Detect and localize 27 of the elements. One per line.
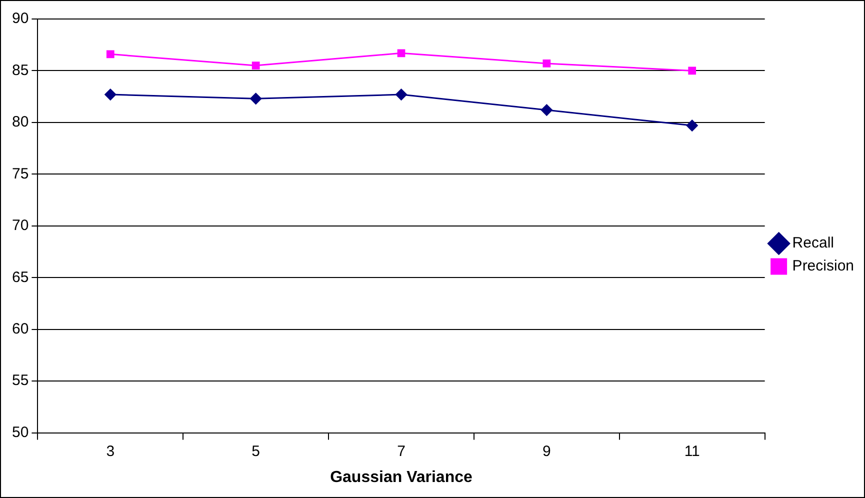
point xyxy=(250,92,262,104)
y-tick-label: 80 xyxy=(12,114,29,131)
point xyxy=(686,120,698,132)
y-tick-label: 85 xyxy=(12,62,29,79)
legend-label: Recall xyxy=(792,234,834,252)
x-tick-label: 7 xyxy=(397,442,406,460)
point xyxy=(104,88,116,100)
y-tick-label: 70 xyxy=(12,217,29,234)
y-tick-label: 60 xyxy=(12,320,29,338)
y-tick-label: 50 xyxy=(12,424,29,441)
x-tick-label: 5 xyxy=(252,442,260,460)
point xyxy=(106,50,114,58)
point xyxy=(540,104,552,116)
y-tick-label: 65 xyxy=(12,268,29,286)
x-tick-label: 9 xyxy=(542,442,551,460)
x-axis-title: Gaussian Variance xyxy=(330,468,472,486)
point xyxy=(688,66,696,75)
y-tick-label: 55 xyxy=(12,372,29,390)
point xyxy=(395,88,407,100)
point xyxy=(397,49,406,58)
x-tick-label: 11 xyxy=(684,442,700,460)
y-tick-label: 90 xyxy=(12,10,29,28)
legend-label: Precision xyxy=(792,258,854,275)
point xyxy=(542,60,551,68)
point xyxy=(252,62,260,70)
y-tick-label: 75 xyxy=(12,165,29,182)
x-tick-label: 3 xyxy=(106,442,115,460)
